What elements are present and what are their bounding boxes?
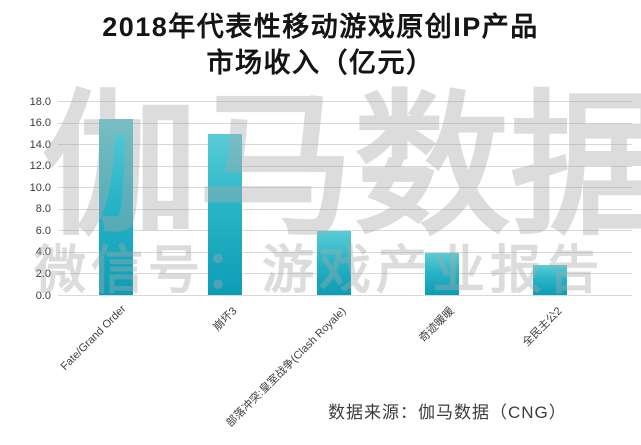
gridline: 6.0 <box>36 225 632 237</box>
y-axis-tick-label: 0.0 <box>35 289 51 302</box>
y-axis-tick-label: 6.0 <box>35 224 51 237</box>
y-axis-tick-label: 16.0 <box>29 117 51 130</box>
x-axis-label-4: 全民主公2 <box>520 305 565 350</box>
y-axis-tick-label: 2.0 <box>35 267 51 280</box>
gridline: 18.0 <box>30 96 632 108</box>
gridline: 0.0 <box>36 290 632 302</box>
bar-1 <box>208 134 242 295</box>
gridline: 12.0 <box>30 160 632 172</box>
chart-title-line2: 市场收入（亿元） <box>206 47 435 78</box>
y-axis-tick-label: 4.0 <box>35 246 51 259</box>
gridline: 8.0 <box>36 203 632 215</box>
gridline: 10.0 <box>30 182 632 194</box>
gridline: 14.0 <box>30 139 632 151</box>
bar-0 <box>99 119 133 295</box>
plot-area: 18.0 16.0 14.0 12.0 10.0 8.0 6.0 4.0 2.0 0.0 Fate/… <box>30 96 632 429</box>
chart-title-line1: 2018年代表性移动游戏原创IP产品 <box>102 12 539 42</box>
x-axis-label-3: 奇迹暖暖 <box>417 305 457 345</box>
data-source-caption: 数据来源：伽马数据（CNG） <box>328 403 567 422</box>
y-axis-tick-label: 10.0 <box>29 181 51 194</box>
bar-4 <box>533 264 567 295</box>
chart-title: 2018年代表性移动游戏原创IP产品 市场收入（亿元） <box>0 10 641 81</box>
x-axis-label-1: 崩坏3 <box>211 305 240 334</box>
y-axis-tick-label: 14.0 <box>29 138 51 151</box>
gridline: 16.0 <box>30 117 632 129</box>
y-axis-tick-label: 12.0 <box>29 160 51 173</box>
y-axis-tick-label: 8.0 <box>35 203 51 216</box>
y-axis-tick-label: 18.0 <box>29 95 51 108</box>
bar-3 <box>425 253 459 295</box>
x-axis-label-0: Fate/Grand Order <box>58 303 129 373</box>
bar-2 <box>317 231 351 295</box>
